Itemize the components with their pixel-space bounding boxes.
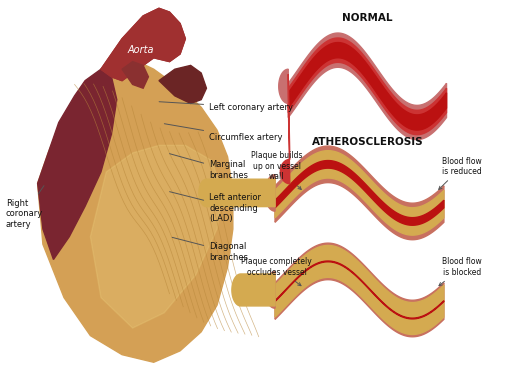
Text: Circumflex artery: Circumflex artery — [165, 124, 282, 142]
Polygon shape — [275, 243, 444, 337]
Polygon shape — [122, 62, 149, 88]
Polygon shape — [159, 65, 206, 104]
Polygon shape — [288, 38, 446, 135]
Polygon shape — [275, 245, 444, 335]
Text: Plaque builds
up on vessel
wall: Plaque builds up on vessel wall — [251, 151, 303, 189]
Polygon shape — [275, 146, 444, 240]
Text: Aorta: Aorta — [127, 45, 154, 55]
Polygon shape — [90, 145, 222, 328]
Text: Right
coronary
artery: Right coronary artery — [6, 186, 44, 229]
Polygon shape — [101, 8, 185, 81]
Polygon shape — [279, 69, 288, 104]
Text: Plaque completely
occludes vessel: Plaque completely occludes vessel — [241, 257, 312, 286]
Polygon shape — [275, 160, 444, 225]
Text: NORMAL: NORMAL — [342, 13, 393, 23]
Polygon shape — [232, 274, 275, 306]
Polygon shape — [275, 151, 444, 235]
Text: ATHEROSCLEROSIS: ATHEROSCLEROSIS — [312, 136, 423, 147]
Polygon shape — [38, 58, 233, 362]
Text: Marginal
branches: Marginal branches — [170, 154, 248, 180]
Text: Blood flow
is blocked: Blood flow is blocked — [439, 257, 482, 286]
Polygon shape — [288, 42, 446, 130]
Polygon shape — [288, 33, 446, 139]
Polygon shape — [199, 179, 275, 207]
Polygon shape — [101, 8, 185, 81]
Polygon shape — [265, 272, 275, 308]
Text: Left coronary artery: Left coronary artery — [159, 102, 293, 112]
Text: Blood flow
is reduced: Blood flow is reduced — [439, 157, 482, 189]
Polygon shape — [265, 175, 275, 211]
Polygon shape — [275, 261, 444, 319]
Text: Diagonal
branches: Diagonal branches — [172, 237, 248, 262]
Text: Left anterior
descending
(LAD): Left anterior descending (LAD) — [170, 192, 261, 223]
Polygon shape — [280, 74, 290, 184]
Polygon shape — [38, 69, 117, 259]
